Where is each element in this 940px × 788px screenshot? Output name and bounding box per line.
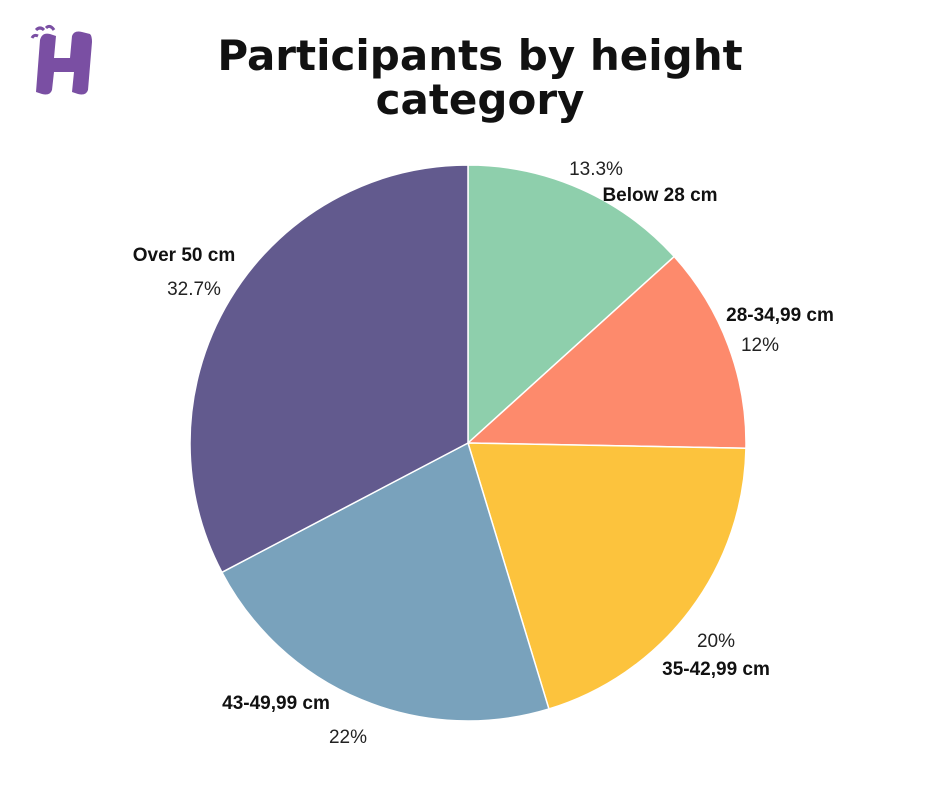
pie-slice-2	[466, 255, 747, 450]
slice-percent-3: 20%	[697, 631, 735, 652]
pie-slice-5	[189, 164, 469, 574]
pie-slice-3	[466, 442, 747, 710]
pie-slice-1	[467, 164, 676, 445]
slice-percent-4: 22%	[329, 727, 367, 748]
slice-label-1: Below 28 cm	[602, 185, 717, 206]
slice-label-5: Over 50 cm	[133, 245, 235, 266]
pie-slice-4	[220, 441, 550, 722]
slice-label-2: 28-34,99 cm	[726, 305, 834, 326]
slice-percent-2: 12%	[741, 335, 779, 356]
slice-label-4: 43-49,99 cm	[222, 693, 330, 714]
chart-title: Participants by height category	[217, 31, 743, 124]
slice-percent-5: 32.7%	[167, 279, 221, 300]
h-logo-icon	[30, 24, 92, 95]
slice-label-3: 35-42,99 cm	[662, 659, 770, 680]
slice-percent-1: 13.3%	[569, 159, 623, 180]
